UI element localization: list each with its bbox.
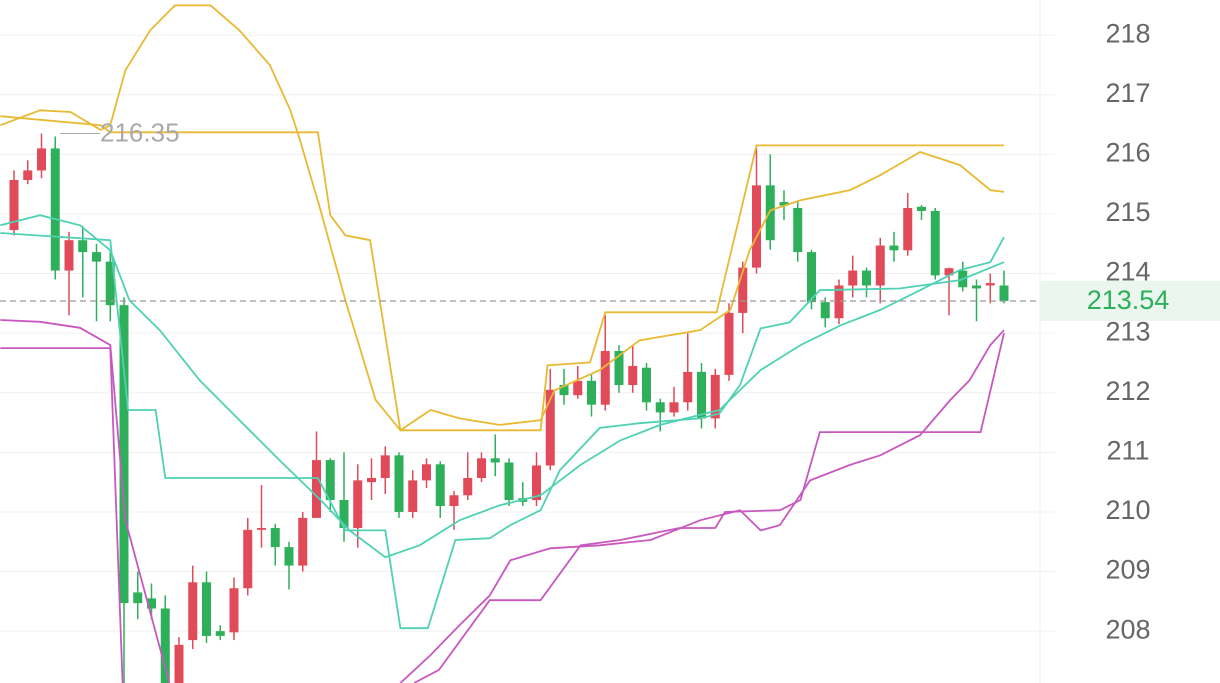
candle-body — [587, 380, 596, 405]
candle-body — [917, 206, 926, 211]
candle-body — [765, 185, 775, 241]
candle-body — [889, 245, 899, 251]
candle-body — [532, 465, 541, 501]
candle-body — [229, 588, 239, 633]
candle-body — [559, 385, 569, 396]
candle-body — [793, 207, 803, 253]
candle-body — [683, 371, 693, 403]
y-tick-label: 209 — [1105, 555, 1150, 585]
candle-body — [848, 270, 858, 286]
candle-body — [339, 500, 349, 529]
indicator-line — [0, 115, 1004, 432]
candle-body — [284, 547, 294, 566]
candle-body — [408, 480, 418, 512]
candle-body — [724, 312, 734, 375]
candle-body — [9, 179, 19, 231]
candle-body — [944, 268, 954, 276]
candle-body — [257, 528, 266, 530]
candle-body — [628, 365, 638, 386]
candle-body — [614, 351, 624, 386]
candle-body — [669, 402, 679, 413]
indicator-line — [0, 319, 1005, 683]
y-tick-label: 217 — [1105, 78, 1150, 108]
y-tick-label: 210 — [1105, 495, 1150, 525]
candle-body — [972, 285, 981, 289]
candle-body — [367, 477, 376, 483]
candle-body — [105, 261, 115, 306]
candle-body — [862, 270, 871, 286]
y-tick-label: 215 — [1105, 197, 1150, 227]
candle-body — [779, 202, 789, 206]
y-tick-label: 216 — [1105, 137, 1150, 167]
high-marker-label: 216.35 — [100, 117, 180, 147]
plot-area: 216.35 — [0, 4, 1009, 683]
candle-body — [463, 477, 473, 496]
candle-body — [999, 285, 1009, 301]
candle-body — [188, 582, 198, 641]
candle-body — [504, 462, 514, 501]
candle-body — [490, 458, 500, 463]
candle-body — [930, 210, 940, 276]
candle-body — [325, 460, 335, 501]
candle-body — [600, 351, 610, 405]
candle-body — [435, 464, 445, 506]
candle-body — [243, 529, 253, 589]
candle-body — [119, 305, 129, 604]
candle-body — [477, 458, 486, 478]
candle-body — [752, 185, 761, 268]
candle-body — [312, 460, 321, 518]
candle-body — [820, 302, 830, 319]
candle-body — [545, 389, 555, 466]
indicator-line — [0, 332, 1005, 683]
candle-body — [37, 148, 46, 171]
candle-body — [215, 631, 225, 636]
candle-body — [23, 170, 33, 180]
candle-body — [655, 402, 665, 413]
y-tick-label: 213 — [1105, 316, 1150, 346]
candle-body — [834, 285, 844, 319]
candle-body — [270, 528, 280, 548]
candle-body — [380, 455, 390, 478]
y-tick-label: 212 — [1105, 376, 1150, 406]
grid — [0, 34, 1055, 632]
candle-body — [875, 245, 885, 286]
candle-body — [92, 252, 101, 262]
candle-body — [174, 644, 184, 683]
indicator-line — [0, 214, 1005, 559]
candle-body — [78, 240, 88, 253]
candle-body — [64, 240, 74, 271]
candle-body — [50, 148, 60, 271]
indicator-line — [0, 4, 1005, 432]
y-tick-label: 218 — [1105, 18, 1150, 48]
candle-body — [353, 480, 363, 529]
candle-body — [160, 608, 170, 683]
candle-body — [147, 598, 156, 609]
candle-body — [738, 267, 748, 313]
candle-body — [133, 592, 143, 604]
candle-body — [903, 207, 913, 251]
candle-body — [573, 380, 583, 396]
candle-body — [642, 367, 651, 403]
y-tick-label: 208 — [1105, 614, 1150, 644]
candle-body — [202, 582, 211, 636]
last-price-label: 213.54 — [1087, 285, 1170, 315]
last-price-box — [1040, 280, 1220, 321]
candle-body — [422, 464, 431, 481]
indicator-line — [0, 232, 1005, 630]
y-tick-label: 211 — [1106, 435, 1149, 465]
candle-body — [710, 374, 720, 419]
candle-body — [697, 371, 706, 419]
candle-body — [807, 252, 816, 303]
candle-body — [985, 283, 995, 286]
candle-body — [298, 517, 308, 566]
candle-body — [394, 455, 404, 512]
candle-body — [449, 495, 459, 506]
